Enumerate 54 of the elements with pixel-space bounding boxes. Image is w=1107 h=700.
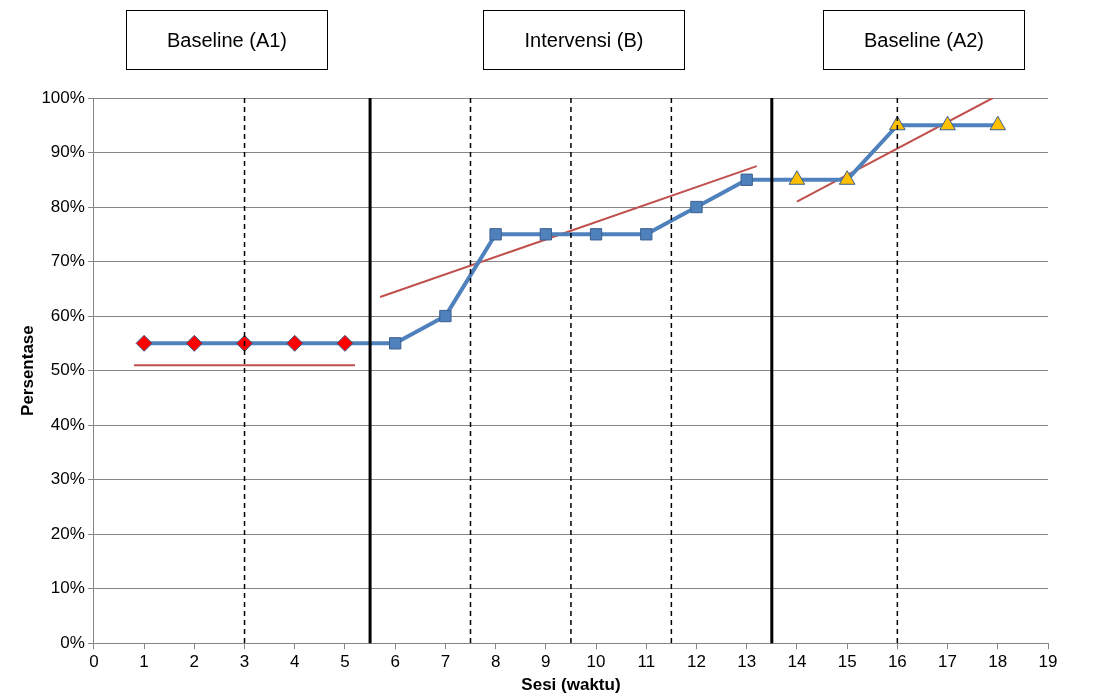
y-tick-label: 0%: [60, 632, 85, 652]
y-tick-label: 60%: [50, 305, 85, 325]
point: [640, 228, 653, 241]
text: Intervensi (B): [483, 10, 685, 70]
x-tick-label: 4: [290, 652, 300, 672]
x-axis-title: Sesi (waktu): [521, 675, 621, 695]
x-tick-label: 0: [89, 652, 99, 672]
x-tick-label: 13: [737, 652, 757, 672]
x-tick-label: 19: [1038, 652, 1058, 672]
x-tick-label: 10: [586, 652, 606, 672]
y-tick-label: 90%: [50, 142, 85, 162]
point: [690, 200, 703, 214]
x-tick-label: 17: [938, 652, 958, 672]
x-tick-label: 3: [239, 652, 250, 672]
point: [939, 115, 956, 131]
x-tick-label: 16: [887, 652, 907, 672]
point: [286, 334, 304, 352]
y-tick-label: 70%: [50, 251, 85, 271]
y-tick-label: 10%: [50, 578, 85, 598]
text: Baseline (A1): [126, 10, 328, 70]
point: [336, 334, 354, 352]
point: [788, 170, 806, 185]
point: [838, 170, 856, 185]
x-tick-label: 11: [637, 652, 656, 672]
y-tick-label: 80%: [50, 196, 85, 216]
point: [489, 228, 502, 241]
x-tick-label: 5: [340, 652, 350, 672]
y-tick-label: 40%: [50, 414, 85, 434]
point: [539, 228, 552, 241]
y-axis-title: Persentase: [17, 325, 37, 416]
point: [439, 309, 452, 323]
point: [889, 115, 906, 131]
point: [236, 334, 254, 352]
point: [389, 337, 402, 350]
x-tick-label: 2: [189, 652, 200, 672]
x-tick-label: 9: [541, 652, 551, 672]
point: [589, 228, 603, 241]
x-tick-label: 14: [787, 652, 807, 672]
x-tick-label: 8: [490, 652, 501, 672]
y-tick-label: 20%: [50, 523, 85, 543]
y-tick-label: 30%: [50, 469, 85, 489]
y-tick-label: 100%: [41, 87, 85, 107]
y-tick-label: 50%: [50, 360, 85, 380]
point: [740, 173, 753, 186]
x-tick-label: 15: [837, 652, 857, 672]
x-tick-label: 18: [988, 652, 1008, 672]
point: [185, 334, 203, 352]
x-tick-label: 12: [687, 652, 706, 672]
text: Baseline (A2): [823, 10, 1025, 70]
x-tick-label: 7: [440, 652, 451, 672]
x-tick-label: 1: [139, 652, 149, 672]
point: [989, 115, 1007, 131]
point: [135, 334, 153, 352]
x-tick-label: 6: [390, 652, 400, 672]
